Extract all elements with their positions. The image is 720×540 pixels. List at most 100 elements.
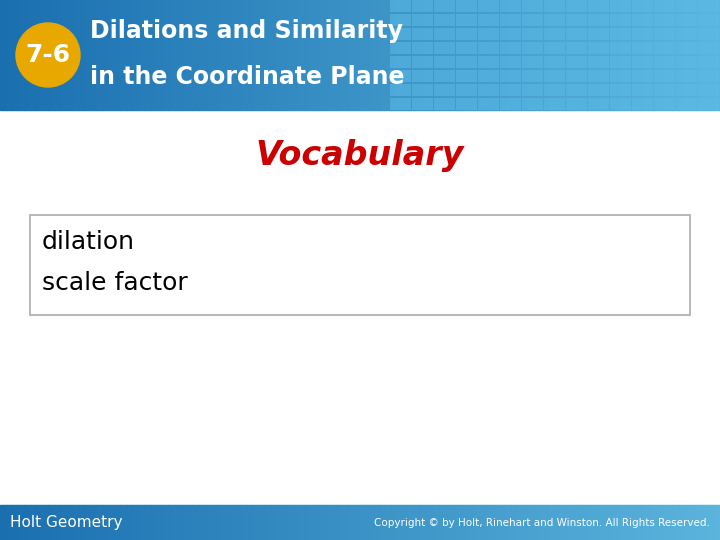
Bar [544, 42, 564, 54]
Bar [390, 98, 410, 110]
Bar [456, 84, 477, 96]
Bar [566, 0, 587, 12]
Bar [698, 56, 719, 68]
Text: Holt Geometry: Holt Geometry [10, 515, 122, 530]
Bar [478, 84, 498, 96]
Bar [676, 0, 696, 12]
Bar [676, 84, 696, 96]
Bar [610, 84, 631, 96]
FancyBboxPatch shape [30, 215, 690, 315]
Bar [478, 98, 498, 110]
Bar [434, 84, 454, 96]
Bar [676, 28, 696, 40]
Bar [412, 70, 433, 82]
Bar [698, 84, 719, 96]
Bar [654, 56, 675, 68]
Bar [390, 56, 410, 68]
Bar [412, 42, 433, 54]
Bar [632, 0, 652, 12]
Bar [698, 70, 719, 82]
Bar [654, 42, 675, 54]
Bar [500, 42, 521, 54]
Bar [698, 42, 719, 54]
Bar [544, 84, 564, 96]
Bar [434, 42, 454, 54]
Bar [456, 42, 477, 54]
Bar [676, 70, 696, 82]
Bar [412, 28, 433, 40]
Bar [478, 0, 498, 12]
Bar [654, 14, 675, 26]
Bar [434, 28, 454, 40]
Bar [610, 42, 631, 54]
Bar [412, 84, 433, 96]
Bar [456, 98, 477, 110]
Text: Copyright © by Holt, Rinehart and Winston. All Rights Reserved.: Copyright © by Holt, Rinehart and Winsto… [374, 517, 710, 528]
Bar [412, 14, 433, 26]
Bar [588, 84, 608, 96]
Bar [412, 0, 433, 12]
Bar [434, 98, 454, 110]
Bar [434, 56, 454, 68]
Bar [654, 98, 675, 110]
Bar [632, 70, 652, 82]
Bar [588, 98, 608, 110]
Bar [456, 28, 477, 40]
Bar [500, 98, 521, 110]
Bar [522, 42, 542, 54]
Bar [456, 70, 477, 82]
Bar [544, 56, 564, 68]
Text: 7-6: 7-6 [25, 43, 71, 67]
Text: in the Coordinate Plane: in the Coordinate Plane [90, 65, 405, 89]
Bar [698, 14, 719, 26]
Bar [632, 14, 652, 26]
Bar [566, 84, 587, 96]
Bar [522, 70, 542, 82]
Bar [522, 14, 542, 26]
Bar [544, 28, 564, 40]
Bar [610, 56, 631, 68]
Bar [544, 14, 564, 26]
Bar [390, 70, 410, 82]
Bar [544, 98, 564, 110]
Bar [588, 56, 608, 68]
Bar [676, 98, 696, 110]
Bar [588, 14, 608, 26]
Text: Dilations and Similarity: Dilations and Similarity [90, 19, 403, 43]
Bar [390, 0, 410, 12]
Bar [500, 0, 521, 12]
Bar [412, 98, 433, 110]
Bar [566, 28, 587, 40]
Bar [610, 28, 631, 40]
Bar [654, 70, 675, 82]
Bar [500, 70, 521, 82]
Bar [500, 28, 521, 40]
Bar [390, 28, 410, 40]
Bar [500, 56, 521, 68]
Bar [566, 70, 587, 82]
Bar [566, 56, 587, 68]
Bar [654, 0, 675, 12]
Bar [654, 28, 675, 40]
Bar [676, 14, 696, 26]
Bar [522, 84, 542, 96]
Bar [434, 14, 454, 26]
Bar [500, 14, 521, 26]
Bar [698, 0, 719, 12]
Text: Vocabulary: Vocabulary [256, 138, 464, 172]
Text: dilation: dilation [42, 230, 135, 254]
Bar [588, 42, 608, 54]
Bar [478, 56, 498, 68]
Bar [522, 98, 542, 110]
Bar [522, 28, 542, 40]
Bar [676, 56, 696, 68]
Bar [522, 56, 542, 68]
Bar [412, 56, 433, 68]
Bar [434, 70, 454, 82]
Bar [478, 28, 498, 40]
Bar [632, 56, 652, 68]
Bar [566, 14, 587, 26]
Bar [390, 42, 410, 54]
Bar [456, 56, 477, 68]
Bar [588, 28, 608, 40]
